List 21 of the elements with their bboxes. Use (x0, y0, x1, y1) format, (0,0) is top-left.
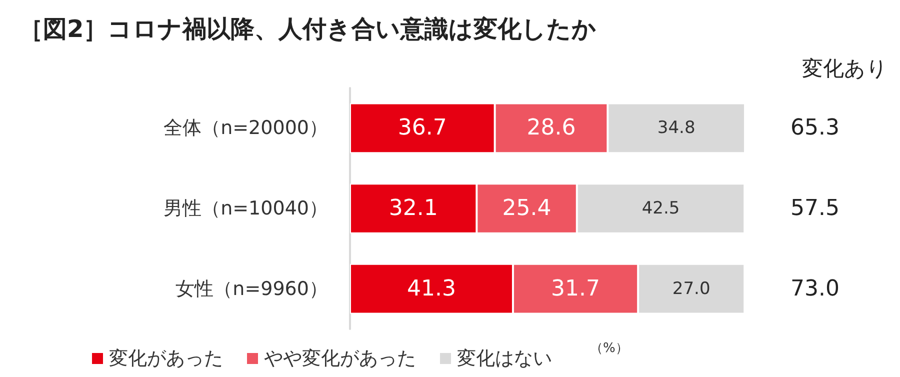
data-label: 34.8 (657, 118, 696, 138)
y-tick-label: 女性（n=9960） (176, 278, 328, 300)
text: 73.0 (790, 276, 840, 302)
data-label: 28.6 (526, 116, 576, 141)
data-label: 42.5 (642, 198, 680, 218)
y-tick-label: 全体（n=20000） (164, 117, 328, 140)
y-tick-label: 男性（n=10040） (164, 198, 328, 220)
data-label: 31.7 (551, 276, 600, 302)
text: 変化あり (802, 56, 888, 80)
text: 57.5 (790, 196, 840, 221)
data-label: 41.3 (406, 276, 456, 302)
legend-label: 変化があった (109, 348, 223, 370)
text: （%） (590, 341, 628, 356)
data-label: 27.0 (672, 278, 710, 299)
data-label: 25.4 (502, 196, 552, 221)
chart-title: ［図2］コロナ禍以降、人付き合い意識は変化したか (19, 15, 597, 43)
legend-label: 変化はない (457, 348, 552, 370)
text: 65.3 (790, 116, 840, 141)
legend-label: やや変化があった (264, 348, 416, 370)
data-label: 32.1 (388, 196, 438, 221)
data-label: 36.7 (398, 116, 447, 141)
